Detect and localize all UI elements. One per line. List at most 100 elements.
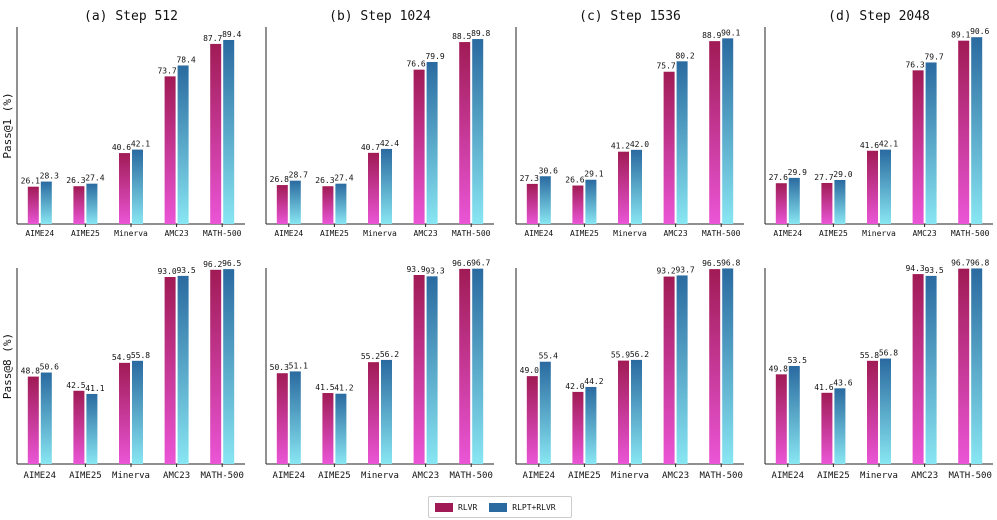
x-tick-label: AIME25: [570, 229, 599, 238]
data-label: 41.2: [611, 142, 630, 151]
x-tick-label: AIME24: [772, 471, 805, 481]
data-label: 76.3: [905, 60, 924, 69]
chart-panel-5: Pass@8 (%) AIME24 48.8 50.6 AIME25 42.5 41.1 Mi…: [1, 259, 245, 481]
data-label: 42.5: [66, 381, 85, 390]
data-label: 41.1: [85, 384, 104, 393]
data-label: 49.0: [520, 366, 539, 375]
bar-rlvr: [867, 150, 878, 224]
data-label: 27.7: [814, 173, 833, 182]
data-label: 93.3: [425, 266, 444, 275]
x-tick-label: AMC23: [913, 229, 937, 238]
bar-rlpt: [676, 61, 688, 224]
bar-rlpt: [676, 275, 688, 464]
bar-rlpt: [472, 39, 484, 225]
chart-panel-3: (c) Step 1536 AIME24 27.330.6 AIME25 26.629.…: [515, 9, 744, 238]
x-tick-label: AMC23: [911, 471, 938, 481]
data-label: 93.0: [157, 267, 176, 276]
x-tick-label: MATH-500: [700, 471, 743, 481]
data-label: 55.2: [361, 352, 380, 361]
data-label: 26.8: [270, 175, 289, 184]
x-tick-label: AMC23: [662, 471, 689, 481]
data-label: 42.0: [630, 140, 649, 149]
x-tick-label: MATH-500: [452, 229, 491, 238]
x-tick-label: AIME24: [523, 471, 556, 481]
data-label: 55.4: [539, 352, 558, 361]
x-tick-label: AMC23: [165, 229, 189, 238]
data-label: 43.6: [833, 378, 852, 387]
bar-rlpt: [925, 275, 937, 464]
bar-rlpt: [132, 360, 143, 464]
data-label: 41.5: [315, 383, 334, 392]
bar-rlvr: [912, 274, 924, 464]
data-label: 50.3: [270, 363, 289, 372]
x-tick-label: AIME25: [320, 229, 349, 238]
data-label: 90.1: [721, 28, 740, 37]
bar-rlpt: [223, 39, 235, 225]
bar-rlpt: [834, 179, 846, 224]
data-label: 94.3: [905, 264, 924, 273]
bar-rlvr: [210, 269, 222, 464]
bar-rlvr: [709, 41, 721, 224]
data-label: 42.4: [380, 139, 399, 148]
data-label: 80.2: [675, 51, 694, 60]
bar-rlpt: [631, 149, 642, 224]
data-label: 89.8: [471, 29, 490, 38]
panel-title: (a) Step 512: [84, 9, 178, 24]
x-tick-label: Minerva: [613, 229, 647, 238]
bar-rlpt: [472, 268, 484, 464]
bar-rlpt: [335, 183, 347, 224]
bar-rlpt: [132, 149, 143, 224]
data-label: 55.8: [131, 351, 150, 360]
x-tick-label: AMC23: [664, 229, 688, 238]
x-tick-label: AIME25: [71, 229, 100, 238]
x-tick-label: AIME25: [568, 471, 601, 481]
bar-rlvr: [709, 269, 721, 464]
bar-rlpt: [880, 358, 891, 464]
chart-panel-4: (d) Step 2048 AIME24 27.629.9 AIME25 27.7 29.…: [764, 9, 993, 238]
bar-rlpt: [335, 393, 347, 464]
y-axis-label: Pass@1 (%): [1, 92, 14, 158]
data-label: 26.3: [315, 176, 334, 185]
bar-rlpt: [86, 393, 98, 464]
x-tick-label: AIME25: [819, 229, 848, 238]
data-label: 29.9: [788, 168, 807, 177]
bar-rlpt: [788, 177, 800, 224]
bar-rlpt: [971, 268, 983, 464]
data-label: 40.7: [361, 143, 380, 152]
data-label: 88.5: [452, 32, 471, 41]
chart-panel-2: (b) Step 1024 AIME24 26.8 28.7 AIME25 26.3 27.…: [265, 9, 494, 238]
bar-rlvr: [618, 360, 629, 464]
data-label: 55.8: [860, 351, 879, 360]
bar-rlvr: [526, 376, 538, 464]
bar-rlvr: [912, 70, 924, 224]
legend-swatch-rlvr: [435, 502, 453, 512]
x-tick-label: AIME24: [24, 471, 57, 481]
data-label: 28.7: [289, 171, 308, 180]
bar-rlpt: [585, 179, 597, 224]
data-label: 89.4: [222, 30, 241, 39]
bar-rlvr: [322, 393, 334, 464]
data-label: 79.9: [425, 52, 444, 61]
bar-rlvr: [572, 185, 584, 224]
data-label: 87.7: [203, 34, 222, 43]
chart-panel-6: AIME24 50.3 51.1 AIME25 41.5 41.2 Minerva 55.2 5…: [265, 259, 494, 481]
data-label: 90.6: [970, 27, 989, 36]
data-label: 75.7: [656, 62, 675, 71]
data-label: 41.6: [860, 141, 879, 150]
bar-rlvr: [73, 186, 85, 224]
bar-rlvr: [775, 183, 787, 224]
bar-rlpt: [426, 276, 438, 464]
x-tick-label: Minerva: [363, 229, 397, 238]
bar-rlvr: [821, 182, 833, 224]
data-label: 49.8: [769, 364, 788, 373]
bar-rlpt: [925, 62, 937, 225]
data-label: 41.6: [814, 383, 833, 392]
data-label: 56.2: [380, 350, 399, 359]
bar-rlvr: [276, 185, 288, 224]
x-tick-label: AMC23: [412, 471, 439, 481]
bar-rlvr: [663, 276, 675, 464]
data-label: 79.7: [924, 52, 943, 61]
bar-rlpt: [86, 183, 98, 224]
data-label: 96.8: [970, 258, 989, 267]
bar-rlpt: [223, 269, 235, 464]
